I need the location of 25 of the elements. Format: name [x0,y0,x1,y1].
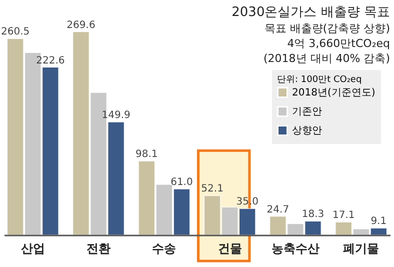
x-tick-label: 농축수산 [271,242,320,256]
annotation: 4억 3,660만tCO₂eq [287,37,390,50]
data-label: 222.6 [36,55,65,66]
legend-title: 단위: 100만t CO₂eq [277,75,362,85]
x-tick-label: 건물 [218,242,242,256]
data-label: 61.0 [170,177,193,188]
data-label: 52.1 [201,184,224,195]
annotation: (2018년 대비 40% 감축) [263,52,390,65]
x-tick-label: 전환 [86,242,111,256]
legend-label: 기존안 [292,106,322,118]
data-label: 9.1 [370,216,387,228]
annotation: 목표 배출량(감축량 상향) [264,22,390,35]
chart-title: 2030온실가스 배출량 목표 [232,5,390,20]
data-label: 269.6 [66,20,96,31]
legend-label: 상향안 [292,126,322,136]
x-tick-label: 폐기물 [343,242,380,256]
data-label: 18.3 [302,209,324,220]
data-label: 24.7 [266,204,290,216]
data-label: 149.9 [102,110,130,122]
x-tick-label: 수송 [152,242,176,256]
data-label: 98.1 [136,149,158,160]
data-label: 260.5 [1,26,30,38]
data-label: 17.1 [332,210,355,222]
legend-label: 2018년(기준연도) [292,88,376,98]
x-tick-label: 산업 [20,242,45,256]
